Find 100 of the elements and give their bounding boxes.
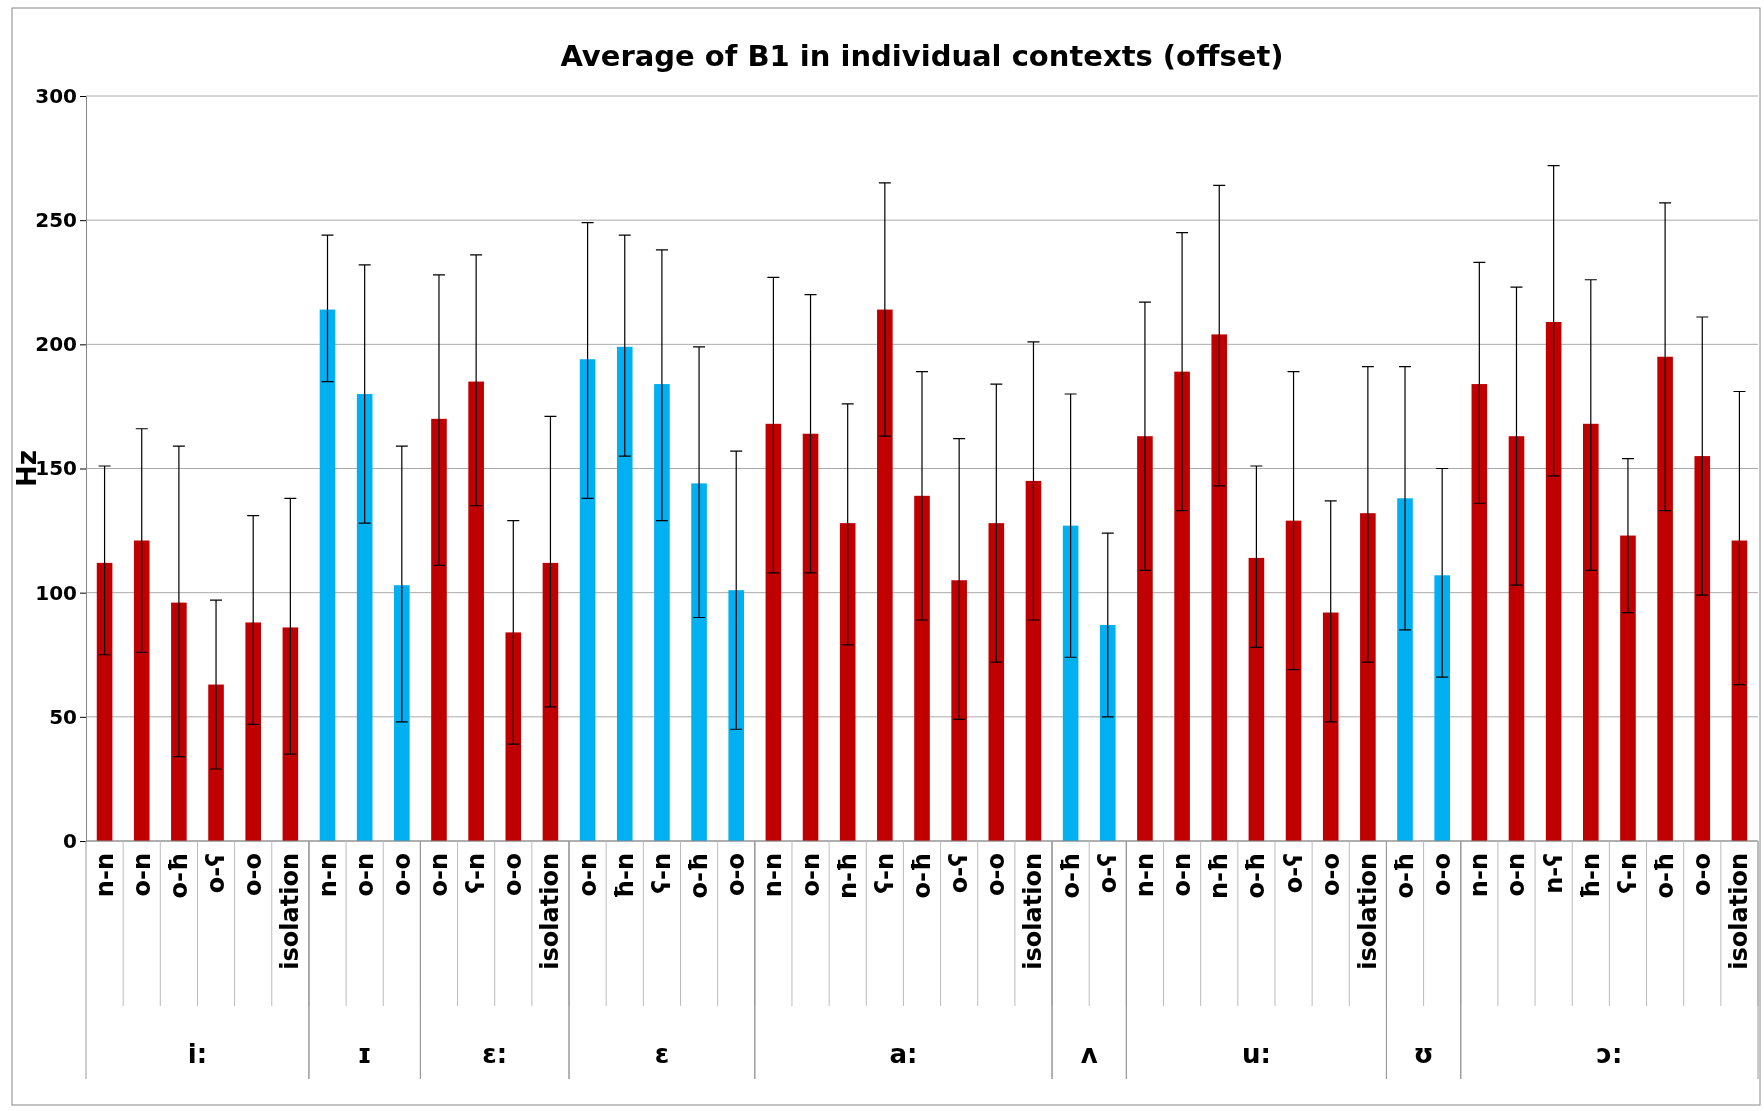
bar <box>208 684 224 841</box>
x-tick-label: o-o <box>1428 853 1457 896</box>
bar <box>1099 624 1116 841</box>
bar <box>765 423 782 841</box>
bar <box>1620 535 1636 841</box>
text: ɛ <box>654 1039 670 1069</box>
text: ɔ: <box>1596 1039 1623 1069</box>
x-tick-label: n-n <box>1130 853 1159 898</box>
y-tick-label: 300 <box>35 83 77 108</box>
x-tick-label: o-ʕ <box>1093 853 1122 894</box>
x-tick-label: o-ħ <box>685 853 714 899</box>
x-tick-label: ʕ-n <box>647 853 676 894</box>
x-tick-label: isolation <box>1725 853 1754 970</box>
bar <box>1657 356 1673 841</box>
text: ʊ <box>1413 1039 1434 1069</box>
bar <box>802 433 819 841</box>
bar <box>394 585 410 841</box>
x-tick-label: n-n <box>1465 853 1494 898</box>
x-tick-label: o-n <box>350 853 379 897</box>
bar <box>877 309 893 841</box>
x-tick-label: o-ħ <box>908 853 936 899</box>
bar <box>356 394 373 841</box>
text: ɛ: <box>482 1039 508 1069</box>
x-tick-label: isolation <box>276 853 305 970</box>
x-tick-label: o-o <box>1316 853 1345 896</box>
x-tick-label: o-ħ <box>1056 853 1085 899</box>
bar <box>1694 456 1711 841</box>
bar <box>1248 557 1265 841</box>
bar <box>1360 513 1376 841</box>
bar <box>1434 575 1450 841</box>
bar <box>282 627 299 841</box>
x-tick-label: o-o <box>387 853 416 896</box>
x-tick-label: ʕ-n <box>1613 853 1642 894</box>
x-tick-label: ħ-n <box>610 853 639 900</box>
bar <box>1583 423 1599 841</box>
bar <box>505 632 522 841</box>
x-tick-label: o-ʕ <box>945 853 974 894</box>
x-tick-label: isolation <box>1019 853 1048 970</box>
bar <box>839 523 856 841</box>
text: ʌ <box>1080 1039 1098 1069</box>
y-tick-label: 100 <box>35 580 77 605</box>
x-tick-label: o-ħ <box>1391 853 1420 899</box>
bar <box>988 523 1005 841</box>
bar <box>133 540 150 841</box>
x-tick-label: o-o <box>1688 853 1717 896</box>
x-tick-label: o-o <box>499 853 528 896</box>
x-tick-label: n-n <box>90 853 119 898</box>
x-tick-label: n-n <box>313 853 342 898</box>
y-tick-label: 200 <box>35 332 77 357</box>
bar <box>96 562 113 841</box>
x-tick-label: ħ-n <box>1576 853 1605 900</box>
y-tick-label: 0 <box>63 828 77 853</box>
x-tick-label: ʕ-n <box>870 853 899 894</box>
x-tick-label: o-n <box>127 853 156 897</box>
x-tick-label: o-n <box>573 853 602 897</box>
bar <box>914 495 930 841</box>
text: ɪ <box>357 1039 372 1069</box>
bar <box>1545 321 1562 841</box>
x-tick-label: o-ʕ <box>202 853 231 894</box>
bar <box>616 346 633 841</box>
bar <box>1397 498 1413 841</box>
bar <box>1211 334 1228 841</box>
x-tick-label: o-ħ <box>164 853 193 899</box>
x-tick-label: o-n <box>796 853 825 897</box>
x-tick-label: o-ʕ <box>1279 853 1308 894</box>
x-tick-label: n-n <box>759 853 788 898</box>
bar <box>951 580 967 841</box>
bar <box>1508 436 1525 841</box>
x-tick-label: o-n <box>424 853 453 897</box>
y-tick-label: 50 <box>49 704 77 729</box>
bar <box>319 309 336 841</box>
x-tick-label: isolation <box>1353 853 1382 970</box>
bar <box>1137 436 1153 841</box>
bar <box>579 359 596 841</box>
bar <box>691 483 707 841</box>
chart-title: Average of B1 in individual contexts (offset) <box>560 39 1284 73</box>
bar <box>654 384 670 841</box>
x-tick-label: o-ħ <box>1242 853 1271 899</box>
x-tick-label: o-o <box>722 853 751 896</box>
bar <box>431 418 447 841</box>
bar <box>171 602 187 841</box>
text: u: <box>1241 1039 1271 1069</box>
bar <box>1285 520 1302 841</box>
x-tick-label: o-o <box>982 853 1011 896</box>
bar <box>1025 480 1042 841</box>
y-tick-label: 250 <box>35 208 77 233</box>
text: a: <box>889 1039 918 1069</box>
bar <box>1322 612 1339 841</box>
x-tick-label: o-ħ <box>1651 853 1680 899</box>
bar <box>1174 371 1190 841</box>
bar <box>542 562 559 841</box>
bar <box>1062 525 1079 841</box>
x-tick-label: ʕ-n <box>462 853 491 894</box>
bar <box>1471 384 1488 841</box>
x-tick-label: n-ħ <box>1205 853 1234 900</box>
bar <box>245 622 261 841</box>
x-tick-label: n-ʕ <box>1539 853 1568 894</box>
x-tick-label: n-ħ <box>833 853 862 900</box>
x-tick-label: o-o <box>239 853 268 896</box>
bar <box>728 590 745 841</box>
